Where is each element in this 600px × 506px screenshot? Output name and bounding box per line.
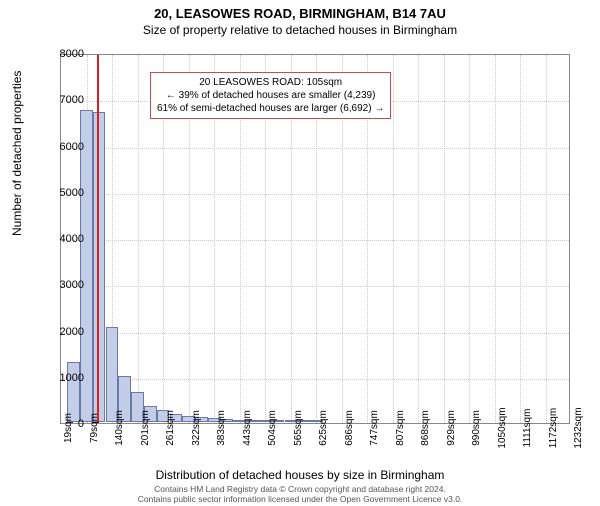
y-tick-label: 3000 (44, 279, 84, 291)
gridline-vertical (444, 55, 445, 423)
y-tick-label: 4000 (44, 233, 84, 245)
x-tick-label: 1111sqm (522, 409, 533, 448)
x-tick-label: 807sqm (395, 410, 406, 446)
x-tick-label: 261sqm (165, 410, 176, 446)
x-tick-label: 747sqm (369, 410, 380, 446)
x-axis-label: Distribution of detached houses by size … (0, 468, 600, 482)
title-line2: Size of property relative to detached ho… (0, 23, 600, 37)
histogram-bar (106, 327, 119, 422)
gridline-vertical (138, 55, 139, 423)
x-tick-label: 868sqm (420, 410, 431, 446)
x-tick-label: 79sqm (89, 413, 100, 443)
x-tick-label: 1232sqm (573, 407, 584, 448)
annotation-line1: 20 LEASOWES ROAD: 105sqm (157, 76, 384, 89)
gridline-vertical (418, 55, 419, 423)
y-tick-label: 5000 (44, 187, 84, 199)
x-tick-label: 322sqm (191, 410, 202, 446)
x-tick-label: 383sqm (216, 410, 227, 446)
gridline-vertical (495, 55, 496, 423)
x-tick-label: 201sqm (140, 410, 151, 446)
footer-line2: Contains public sector information licen… (0, 494, 600, 504)
title-line1: 20, LEASOWES ROAD, BIRMINGHAM, B14 7AU (0, 6, 600, 21)
y-tick-label: 7000 (44, 94, 84, 106)
y-tick-label: 6000 (44, 141, 84, 153)
x-tick-label: 625sqm (318, 410, 329, 446)
y-tick-label: 8000 (44, 48, 84, 60)
x-tick-label: 1172sqm (548, 408, 559, 448)
y-tick-label: 2000 (44, 326, 84, 338)
y-axis-label: Number of detached properties (10, 71, 24, 236)
gridline-vertical (469, 55, 470, 423)
annotation-line3: 61% of semi-detached houses are larger (… (157, 102, 384, 115)
x-tick-label: 565sqm (293, 410, 304, 446)
x-tick-label: 19sqm (63, 413, 74, 443)
x-tick-label: 1050sqm (497, 407, 508, 448)
y-tick-label: 1000 (44, 372, 84, 384)
annotation-box: 20 LEASOWES ROAD: 105sqm ← 39% of detach… (150, 72, 391, 119)
x-tick-label: 929sqm (446, 410, 457, 446)
x-tick-label: 504sqm (267, 410, 278, 446)
gridline-vertical (520, 55, 521, 423)
chart-container: 20 LEASOWES ROAD: 105sqm ← 39% of detach… (60, 54, 570, 424)
x-tick-label: 140sqm (114, 410, 125, 446)
x-tick-label: 686sqm (344, 410, 355, 446)
gridline-vertical (393, 55, 394, 423)
x-tick-label: 990sqm (471, 410, 482, 446)
gridline-vertical (546, 55, 547, 423)
annotation-line2: ← 39% of detached houses are smaller (4,… (157, 89, 384, 102)
property-marker-line (97, 55, 99, 423)
x-tick-label: 443sqm (242, 410, 253, 446)
footer-line1: Contains HM Land Registry data © Crown c… (0, 484, 600, 494)
footer: Contains HM Land Registry data © Crown c… (0, 484, 600, 504)
